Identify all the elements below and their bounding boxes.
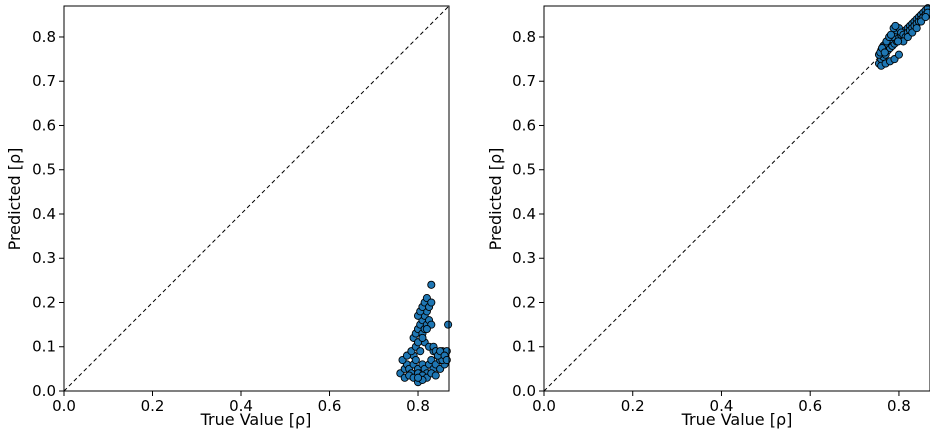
data-point — [444, 320, 453, 329]
y-tick-label: 0.6 — [32, 116, 56, 134]
data-point — [422, 324, 431, 334]
x-tick-label: 0.4 — [710, 397, 734, 415]
x-tick-label: 0.2 — [621, 397, 645, 415]
y-tick-label: 0.1 — [32, 338, 56, 356]
y-tick-label: 0.4 — [512, 205, 536, 223]
data-point — [886, 30, 896, 39]
y-tick-label: 0.0 — [512, 382, 536, 400]
y-tick-label: 0.3 — [512, 249, 536, 267]
y-tick-label: 0.2 — [32, 293, 56, 311]
data-point — [427, 298, 436, 307]
x-tick-label: 0.0 — [52, 397, 76, 415]
identity-line — [543, 5, 930, 392]
x-tick-label: 0.6 — [798, 397, 822, 415]
y-tick-label: 0.6 — [512, 116, 536, 134]
scatter-points — [874, 4, 930, 70]
y-axis-label: Predicted [ρ] — [5, 148, 24, 251]
data-point — [418, 333, 427, 342]
y-tick-label: 0.7 — [512, 72, 536, 90]
data-point — [894, 37, 903, 46]
y-tick-label: 0.8 — [32, 28, 56, 46]
x-tick-label: 0.6 — [318, 397, 342, 415]
data-point — [427, 280, 436, 289]
x-axis-label: True Value [ρ] — [200, 410, 312, 429]
data-point — [921, 13, 930, 22]
y-tick-label: 0.7 — [32, 72, 56, 90]
y-tick-label: 0.2 — [512, 293, 536, 311]
data-point — [894, 50, 903, 59]
data-point — [413, 373, 423, 382]
data-point — [880, 48, 889, 57]
x-tick-label: 0.4 — [229, 397, 253, 415]
data-point — [416, 347, 425, 356]
data-point — [891, 21, 900, 30]
y-tick-label: 0.5 — [32, 161, 56, 179]
y-axis-label: Predicted [ρ] — [486, 148, 505, 251]
scatter-panel-right: Predicted [ρ] True Value [ρ] 0.0 0.2 0.4 0.… — [486, 4, 930, 429]
y-tick-label: 0.8 — [512, 28, 536, 46]
data-point — [411, 355, 420, 365]
y-tick-label: 0.0 — [32, 382, 56, 400]
x-tick-label: 0.8 — [406, 397, 430, 415]
x-tick-label: 0.8 — [887, 397, 911, 415]
plot-frame — [543, 5, 930, 392]
y-tick-label: 0.5 — [512, 161, 536, 179]
x-tick-label: 0.2 — [141, 397, 165, 415]
x-axis-label: True Value [ρ] — [681, 410, 793, 429]
x-tick-label: 0.0 — [532, 397, 556, 415]
y-tick-label: 0.1 — [512, 338, 536, 356]
scatter-panel-left: Predicted [ρ] True Value [ρ] 0.0 0.2 0.4 0.… — [5, 5, 453, 429]
identity-line — [63, 5, 450, 392]
scatter-points — [396, 280, 453, 387]
plot-frame — [63, 5, 450, 392]
y-tick-label: 0.4 — [32, 205, 56, 223]
data-point — [912, 24, 921, 33]
data-point — [431, 371, 440, 380]
y-tick-label: 0.3 — [32, 249, 56, 267]
